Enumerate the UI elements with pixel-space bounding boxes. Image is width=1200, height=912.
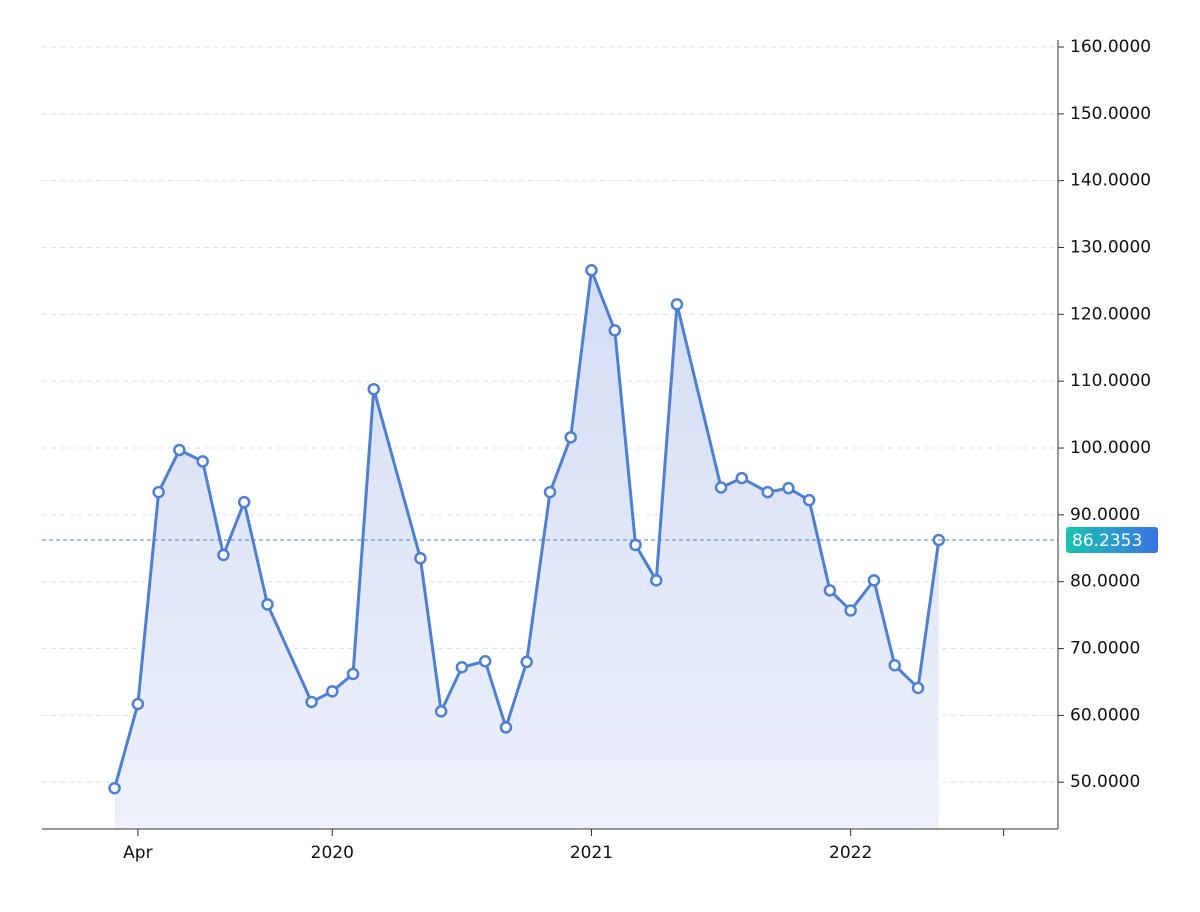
y-tick-label: 70.0000 (1070, 639, 1140, 659)
point (802, 493, 816, 507)
point (823, 584, 837, 597)
y-tick-label: 120.0000 (1070, 304, 1151, 324)
point (455, 661, 469, 674)
y-tick-label: 160.0000 (1070, 37, 1151, 57)
point (650, 574, 663, 587)
line (113, 268, 941, 789)
point (261, 598, 274, 611)
point (844, 604, 857, 617)
point (564, 431, 577, 444)
y-tick-label: 150.0000 (1070, 104, 1151, 124)
x-tick-label: 2022 (829, 843, 872, 863)
point (367, 382, 381, 396)
point (434, 705, 448, 718)
point (499, 721, 513, 734)
y-tick-label: 100.0000 (1070, 438, 1151, 458)
y-tick-label: 130.0000 (1070, 238, 1151, 258)
point (670, 298, 684, 311)
point (714, 481, 728, 494)
y-tick-label: 140.0000 (1070, 171, 1151, 191)
y-tick-label: 90.0000 (1070, 505, 1140, 525)
point (108, 781, 121, 795)
y-tick-label: 80.0000 (1070, 572, 1140, 592)
point (217, 548, 230, 562)
point (346, 667, 360, 681)
point (131, 697, 145, 711)
last-value-badge (1066, 527, 1158, 554)
y-tick-label: 110.0000 (1070, 371, 1151, 391)
point (520, 655, 533, 669)
point (782, 481, 795, 495)
y-tick-label: 50.0000 (1070, 772, 1140, 792)
point (196, 455, 209, 468)
point (888, 658, 901, 672)
point (237, 495, 251, 509)
point (414, 552, 427, 565)
x-tick-label: 2020 (311, 843, 354, 863)
point (629, 538, 642, 552)
point (608, 324, 622, 337)
x-tick-label: Apr (123, 843, 152, 863)
point (735, 471, 749, 485)
point (761, 485, 774, 499)
point (543, 485, 557, 499)
point (305, 695, 318, 709)
y-tick-label: 60.0000 (1070, 705, 1140, 725)
last-value-label: 86.2353 (1072, 531, 1142, 551)
point (478, 654, 492, 668)
point (173, 443, 186, 457)
point (326, 685, 339, 698)
area (114, 270, 939, 829)
x-tick-label: 2021 (570, 843, 613, 863)
point (867, 574, 881, 587)
point (911, 681, 925, 695)
point (585, 263, 598, 277)
point (152, 485, 165, 499)
